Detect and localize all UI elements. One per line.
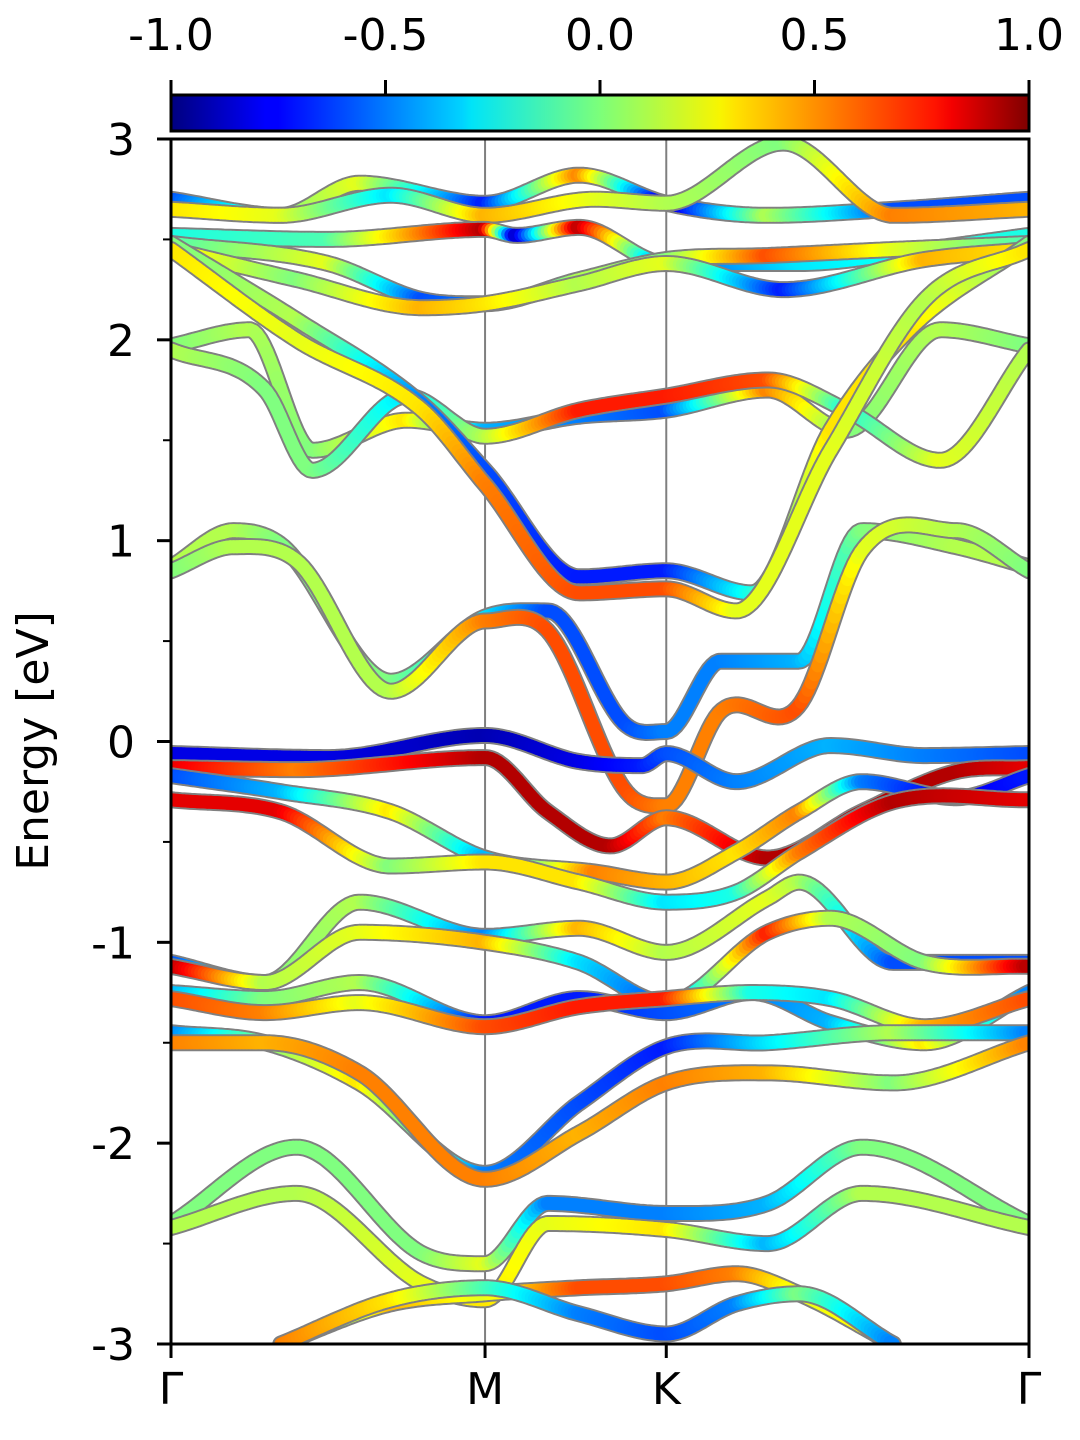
colorbar-tick-label: -0.5 bbox=[343, 10, 429, 61]
colorbar-tick-label: -1.0 bbox=[128, 10, 214, 61]
colorbar-tick-label: 1.0 bbox=[994, 10, 1064, 61]
band-5 bbox=[171, 241, 1029, 317]
colorbar-tick-label: 0.5 bbox=[780, 10, 850, 61]
band-11 bbox=[171, 516, 1029, 815]
colorbar-gradient bbox=[169, 93, 1031, 133]
band-9 bbox=[171, 241, 1029, 620]
bands bbox=[171, 139, 1029, 1344]
colorbar-ticks: -1.0 -0.5 0.0 0.5 1.0 bbox=[128, 10, 1064, 95]
colorbar: -1.0 -0.5 0.0 0.5 1.0 bbox=[128, 10, 1064, 133]
band-12 bbox=[171, 727, 1029, 791]
colorbar-tick-label: 0.0 bbox=[565, 10, 635, 61]
band-2 bbox=[171, 139, 1029, 224]
